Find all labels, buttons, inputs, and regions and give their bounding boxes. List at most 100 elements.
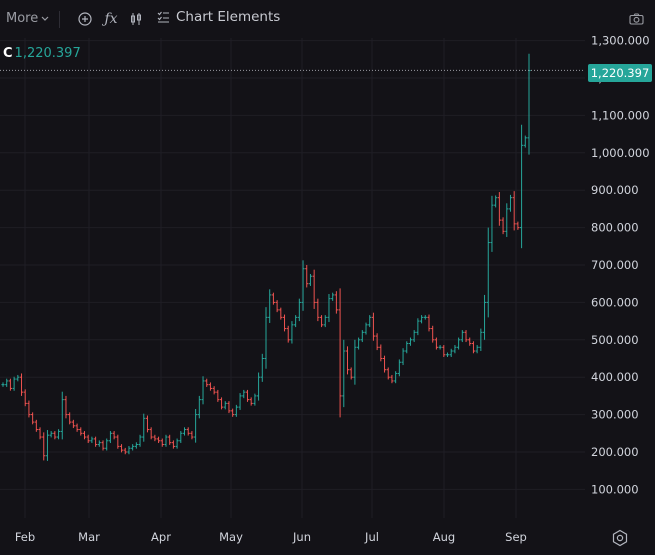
candle-style-icon[interactable] xyxy=(127,10,145,28)
ohlc-bar xyxy=(242,389,246,399)
ohlc-bar xyxy=(427,314,431,332)
ohlc-bar xyxy=(175,438,179,449)
ohlc-bar xyxy=(508,194,513,212)
ohlc-bar xyxy=(79,427,83,436)
ohlc-bar xyxy=(268,289,272,323)
chart-settings-button[interactable] xyxy=(611,529,629,551)
chart-toolbar: More ƒx Chart Elements xyxy=(0,0,655,38)
ohlc-bar xyxy=(516,221,520,230)
ohlc-bar xyxy=(523,135,527,148)
ohlc-bar xyxy=(108,431,113,444)
ohlc-bar xyxy=(371,312,376,341)
ohlc-bar xyxy=(319,315,324,328)
x-tick-label: Jul xyxy=(364,530,379,544)
ohlc-bar xyxy=(8,378,13,391)
ohlc-bar xyxy=(271,292,276,305)
ohlc-bar xyxy=(490,195,494,252)
ohlc-bar xyxy=(275,300,279,313)
ohlc-bar xyxy=(512,191,516,231)
more-menu-button[interactable]: More xyxy=(6,11,49,26)
ohlc-bar xyxy=(171,440,175,449)
ohlc-bar xyxy=(164,434,168,447)
ohlc-bar xyxy=(53,431,57,440)
ohlc-bar xyxy=(231,408,235,417)
y-tick-label: 600.000 xyxy=(591,295,639,309)
ohlc-bar xyxy=(216,389,220,402)
chart-elements-icon xyxy=(157,11,169,23)
ohlc-bar xyxy=(357,337,361,350)
ohlc-bar xyxy=(305,265,309,288)
chart-elements-label: Chart Elements xyxy=(176,9,281,25)
ohlc-bar xyxy=(31,412,35,425)
ohlc-bars xyxy=(1,53,531,461)
ohlc-bar xyxy=(12,376,16,391)
ohlc-bar xyxy=(245,389,250,402)
ohlc-bar xyxy=(282,314,287,332)
ohlc-bar xyxy=(123,447,127,455)
ohlc-bar xyxy=(286,325,290,343)
ohlc-bar xyxy=(212,386,216,395)
ohlc-bar xyxy=(501,217,505,235)
ohlc-bar xyxy=(349,367,353,380)
ohlc-bar xyxy=(145,415,150,433)
x-tick-label: Sep xyxy=(505,530,527,544)
last-price-tag: 1,220.397 xyxy=(588,64,652,82)
ohlc-bar xyxy=(290,321,294,344)
y-tick-label: 500.000 xyxy=(591,333,639,347)
ohlc-bar xyxy=(56,429,61,440)
x-tick-label: Aug xyxy=(433,530,455,544)
function-icon[interactable]: ƒx xyxy=(104,11,118,27)
y-tick-label: 400.000 xyxy=(591,370,639,384)
plus-circle-icon[interactable] xyxy=(76,10,94,28)
y-tick-label: 300.000 xyxy=(591,408,639,422)
ohlc-bar xyxy=(390,374,394,384)
price-axis: 1,300.0001,200.0001,100.0001,000.000900.… xyxy=(591,34,650,497)
ohlc-bar xyxy=(408,337,413,346)
ohlc-bar xyxy=(468,337,472,346)
ohlc-bar xyxy=(64,395,68,419)
ohlc-bar xyxy=(445,352,450,358)
ohlc-bar xyxy=(71,419,75,429)
ohlc-bar xyxy=(431,325,435,343)
ohlc-bar xyxy=(527,53,531,155)
ohlc-bar xyxy=(234,404,238,417)
ohlc-bar xyxy=(416,318,420,336)
chevron-down-icon xyxy=(41,16,49,21)
ohlc-bar xyxy=(34,419,38,432)
x-tick-label: Mar xyxy=(78,530,100,544)
ohlc-bar xyxy=(353,339,357,385)
ohlc-bar xyxy=(449,348,453,358)
y-tick-label: 900.000 xyxy=(591,183,639,197)
ohlc-bar xyxy=(68,412,72,425)
ohlc-bar xyxy=(323,315,327,328)
ohlc-bar xyxy=(156,436,161,444)
ohlc-bar xyxy=(375,333,379,351)
ohlc-bar xyxy=(460,330,464,343)
ohlc-bar xyxy=(342,339,346,408)
ohlc-bar xyxy=(338,288,342,418)
camera-icon[interactable] xyxy=(627,10,645,28)
ohlc-bar xyxy=(253,393,257,406)
chart-grid xyxy=(0,38,585,518)
ohlc-bar xyxy=(438,345,442,350)
x-tick-label: Apr xyxy=(151,530,171,544)
y-tick-label: 1,100.000 xyxy=(591,108,650,122)
ohlc-bar xyxy=(49,431,53,438)
ohlc-bar xyxy=(227,401,231,414)
ohlc-bar xyxy=(405,341,409,354)
ohlc-bar xyxy=(497,192,501,226)
y-tick-label: 100.000 xyxy=(591,482,639,496)
ohlc-bar xyxy=(223,401,227,410)
ohlc-bar xyxy=(86,434,90,444)
time-axis: Feb Mar Apr May Jun Jul Aug Sep xyxy=(15,530,527,544)
ohlc-bar xyxy=(249,397,253,406)
x-tick-label: May xyxy=(219,530,243,544)
ohlc-bar xyxy=(308,273,313,286)
ohlc-bar xyxy=(327,293,331,323)
ohlc-bar xyxy=(294,315,298,328)
chart-elements-button[interactable]: Chart Elements xyxy=(157,9,280,25)
ohlc-bar xyxy=(423,315,427,320)
ohlc-bar xyxy=(23,389,27,407)
ohlc-bar xyxy=(464,330,468,343)
